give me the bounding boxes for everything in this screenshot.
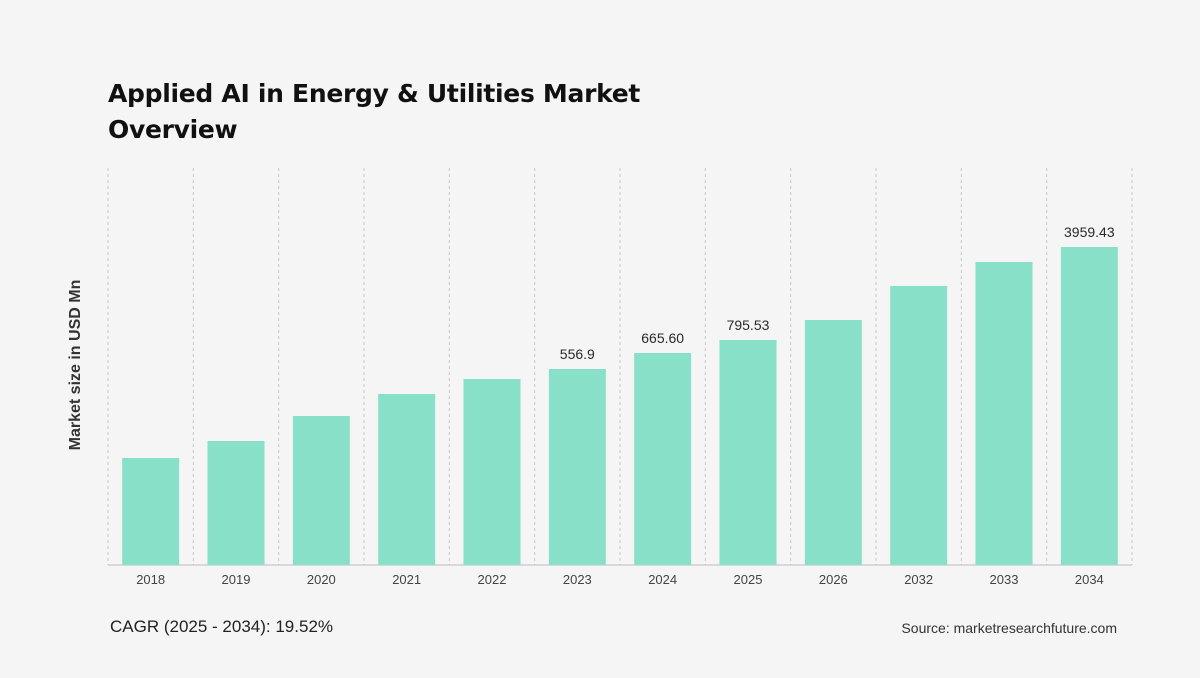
x-tick-label: 2032	[904, 572, 933, 587]
x-tick-label: 2023	[563, 572, 592, 587]
x-tick-label: 2026	[819, 572, 848, 587]
data-label: 795.53	[727, 317, 770, 333]
data-label: 556.9	[560, 346, 595, 362]
source-text: Source: marketresearchfuture.com	[901, 620, 1117, 636]
x-tick-label: 2020	[307, 572, 336, 587]
bar-2023	[548, 369, 606, 565]
x-tick-label: 2025	[734, 572, 763, 587]
x-tick-label: 2024	[648, 572, 677, 587]
x-tick-label: 2033	[990, 572, 1019, 587]
bar-2025	[719, 340, 777, 565]
data-label: 665.60	[641, 330, 684, 346]
x-tick-label: 2018	[136, 572, 165, 587]
bar-2021	[378, 394, 436, 565]
bar-2018	[122, 458, 180, 565]
bar-2033	[975, 262, 1033, 565]
x-tick-label: 2022	[478, 572, 507, 587]
data-label: 3959.43	[1064, 224, 1115, 240]
cagr-text: CAGR (2025 - 2034): 19.52%	[110, 617, 334, 636]
chart-title: Applied AI in Energy & Utilities Market …	[108, 79, 641, 144]
bar-2024	[634, 353, 692, 565]
x-tick-label: 2021	[392, 572, 421, 587]
bar-2019	[207, 441, 265, 565]
x-tick-label: 2034	[1075, 572, 1104, 587]
bar-2020	[292, 416, 350, 565]
bar-2026	[804, 320, 862, 565]
bar-2034	[1060, 247, 1118, 565]
bar-2032	[890, 286, 948, 565]
x-tick-label: 2019	[222, 572, 251, 587]
bar-2022	[463, 379, 521, 565]
